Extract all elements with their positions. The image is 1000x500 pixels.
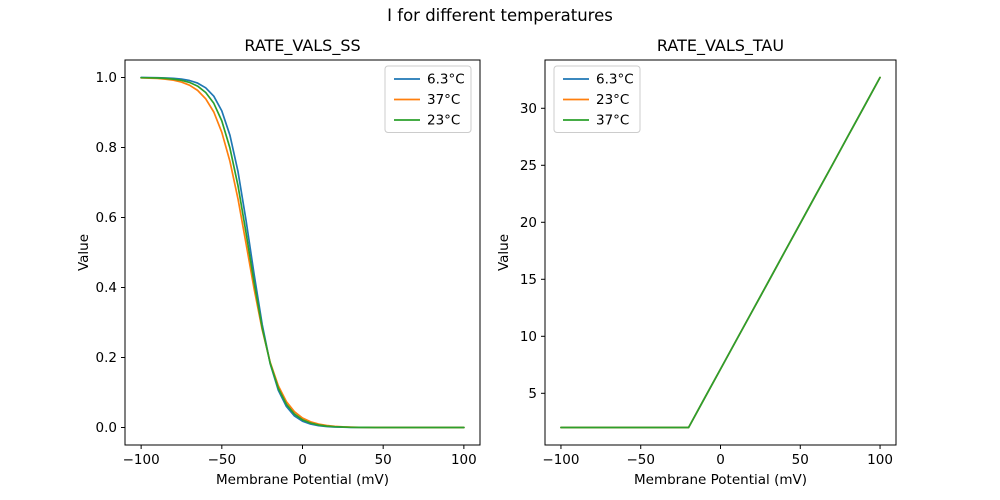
x-tick-label: −100 — [123, 452, 160, 468]
legend-label: 6.3°C — [596, 72, 634, 88]
y-tick-label: 5 — [528, 386, 537, 402]
x-tick-label: −50 — [626, 452, 655, 468]
y-tick-label: 0.0 — [96, 420, 117, 436]
y-tick-label: 0.2 — [96, 350, 117, 366]
subplot-title: RATE_VALS_TAU — [657, 36, 784, 56]
subplot-rate_vals_ss: −100 −50 0 50 100 0.0 0.2 0.4 0.6 0.8 1.0 RATE_VALS… — [76, 36, 481, 488]
legend-box — [384, 65, 472, 133]
legend-label: 37°C — [427, 92, 460, 108]
y-tick-label: 10 — [520, 329, 537, 345]
y-tick-label: 30 — [520, 101, 537, 117]
legend-label: 37°C — [596, 113, 629, 129]
line-series-37°C — [560, 76, 881, 429]
x-tick-label: −100 — [542, 452, 579, 468]
x-tick-label: 50 — [792, 452, 809, 468]
x-tick-label: 100 — [451, 452, 477, 468]
y-tick-label: 25 — [520, 158, 537, 174]
x-tick-label: 100 — [867, 452, 893, 468]
y-tick-label: 20 — [520, 215, 537, 231]
y-tick-label: 1.0 — [96, 70, 117, 86]
legend-box — [553, 65, 641, 133]
x-tick-label: 0 — [716, 452, 725, 468]
x-tick-label: −50 — [208, 452, 237, 468]
legend: 6.3°C 37°C 23°C — [384, 65, 472, 133]
legend-label: 6.3°C — [427, 72, 465, 88]
x-axis-label: Membrane Potential (mV) — [634, 472, 807, 488]
x-tick-label: 0 — [298, 452, 307, 468]
y-tick-label: 0.4 — [96, 280, 117, 296]
subplot-rate_vals_tau: −100 −50 0 50 100 5 10 15 20 25 30 RATE_VALS_TAU Mem… — [496, 36, 897, 488]
subplot-title: RATE_VALS_SS — [244, 36, 360, 56]
y-axis-label: Value — [496, 234, 512, 271]
x-axis-label: Membrane Potential (mV) — [216, 472, 389, 488]
figure-suptitle: I for different temperatures — [387, 6, 613, 25]
y-axis-label: Value — [76, 234, 92, 271]
y-tick-label: 0.6 — [96, 210, 117, 226]
legend: 6.3°C 23°C 37°C — [553, 65, 641, 133]
line-series-23°C — [140, 76, 465, 429]
legend-label: 23°C — [596, 92, 629, 108]
legend-label: 23°C — [427, 113, 460, 129]
y-tick-label: 15 — [520, 272, 537, 288]
y-tick-label: 0.8 — [96, 140, 117, 156]
x-tick-label: 50 — [375, 452, 392, 468]
